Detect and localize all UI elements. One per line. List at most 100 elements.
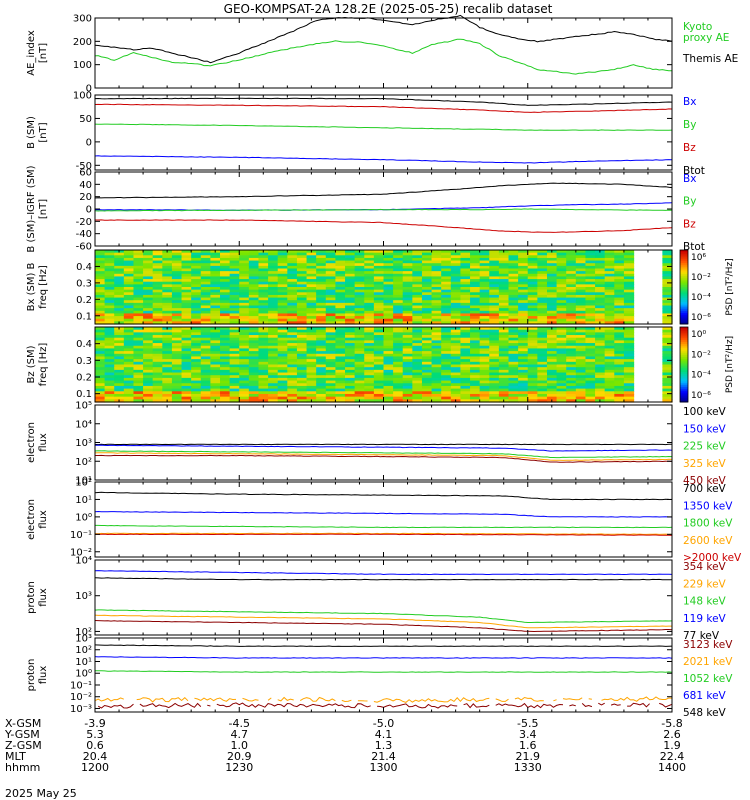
heatmap-cell: [373, 271, 385, 275]
heatmap-cell: [123, 318, 135, 322]
heatmap-cell: [354, 284, 365, 288]
heatmap-cell: [287, 385, 298, 390]
heatmap-cell: [623, 284, 635, 288]
heatmap-cell: [296, 284, 308, 288]
heatmap-cell: [114, 255, 125, 259]
heatmap-cell: [402, 252, 413, 256]
heatmap-cell: [585, 284, 596, 288]
heatmap-cell: [373, 297, 385, 301]
heatmap-cell: [335, 252, 346, 256]
heatmap-cell: [306, 279, 317, 283]
heatmap-cell: [171, 321, 183, 325]
y-tick-label: 0.4: [76, 262, 92, 273]
heatmap-cell: [296, 391, 308, 395]
heatmap-cell: [431, 281, 442, 285]
heatmap-cell: [220, 297, 231, 301]
heatmap-cell: [220, 318, 231, 322]
heatmap-cell: [181, 313, 192, 317]
colorbar-segment: [680, 272, 688, 275]
heatmap-cell: [585, 271, 596, 275]
heatmap-cell: [508, 335, 519, 339]
heatmap-cell: [181, 335, 192, 339]
y-tick-label: 20: [79, 192, 92, 203]
heatmap-cell: [412, 372, 423, 376]
heatmap-cell: [171, 281, 183, 285]
heatmap-cell: [114, 396, 125, 400]
heatmap-cell: [527, 375, 538, 379]
heatmap-cell: [296, 250, 308, 254]
heatmap-cell: [220, 321, 231, 325]
heatmap-cell: [508, 399, 519, 403]
heatmap-cell: [104, 273, 115, 278]
heatmap-cell: [268, 279, 279, 283]
heatmap-cell: [162, 332, 173, 336]
heatmap-cell: [258, 268, 269, 272]
heatmap-cell: [518, 316, 529, 320]
heatmap-cell: [595, 310, 606, 315]
heatmap-cell: [460, 327, 471, 331]
heatmap-cell: [527, 343, 538, 347]
heatmap-cell: [306, 332, 317, 336]
heatmap-cell: [143, 383, 154, 387]
heatmap-cell: [325, 375, 337, 379]
heatmap-cell: [604, 377, 615, 382]
heatmap-cell: [614, 391, 625, 395]
heatmap-cell: [546, 356, 558, 360]
heatmap-cell: [152, 345, 163, 350]
heatmap-cell: [239, 265, 250, 270]
heatmap-cell: [229, 252, 240, 256]
heatmap-cell: [316, 279, 327, 283]
heatmap-cell: [566, 343, 577, 347]
heatmap-cell: [412, 302, 423, 307]
heatmap-cell: [239, 281, 250, 285]
heatmap-cell: [585, 383, 596, 387]
heatmap-cell: [604, 340, 615, 344]
heatmap-cell: [258, 281, 269, 285]
heatmap-cell: [575, 332, 587, 336]
heatmap-cell: [614, 327, 625, 331]
heatmap-cell: [248, 335, 260, 339]
heatmap-cell: [133, 252, 144, 256]
heatmap-cell: [431, 391, 442, 395]
heatmap-cell: [614, 399, 625, 403]
heatmap-cell: [431, 335, 442, 339]
heatmap-cell: [229, 321, 240, 325]
heatmap-cell: [277, 396, 288, 400]
heatmap-cell: [258, 332, 269, 336]
y-tick-label: -60: [76, 242, 92, 253]
heatmap-cell: [229, 375, 240, 379]
heatmap-cell: [556, 273, 567, 278]
heatmap-cell: [143, 297, 154, 301]
series-line: [94, 644, 673, 647]
heatmap-cell: [171, 287, 183, 291]
heatmap-cell: [623, 385, 635, 390]
heatmap-cell: [191, 276, 202, 280]
heatmap-cell: [364, 380, 375, 384]
heatmap-cell: [143, 393, 154, 398]
heatmap-cell: [316, 367, 327, 371]
heatmap-cell: [546, 343, 558, 347]
heatmap-cell: [162, 340, 173, 344]
y-tick-label: 100: [73, 91, 92, 102]
heatmap-cell: [335, 300, 346, 304]
heatmap-cell: [412, 250, 423, 254]
colorbar-segment: [680, 287, 688, 290]
heatmap-cell: [412, 276, 423, 280]
colorbar-segment: [680, 388, 688, 392]
colorbar-segment: [680, 266, 688, 269]
heatmap-cell: [460, 271, 471, 275]
heatmap-cell: [325, 313, 337, 317]
heatmap-cell: [248, 367, 260, 371]
heatmap-cell: [623, 321, 635, 325]
heatmap-cell: [412, 375, 423, 379]
heatmap-cell: [460, 372, 471, 376]
colorbar-segment: [680, 290, 688, 294]
heatmap-cell: [460, 284, 471, 288]
heatmap-cell: [595, 369, 606, 374]
heatmap-cell: [460, 308, 471, 312]
heatmap-cell: [306, 300, 317, 304]
heatmap-cell: [575, 364, 587, 368]
heatmap-cell: [412, 294, 423, 299]
heatmap-cell: [470, 279, 481, 283]
heatmap-cell: [277, 377, 288, 382]
